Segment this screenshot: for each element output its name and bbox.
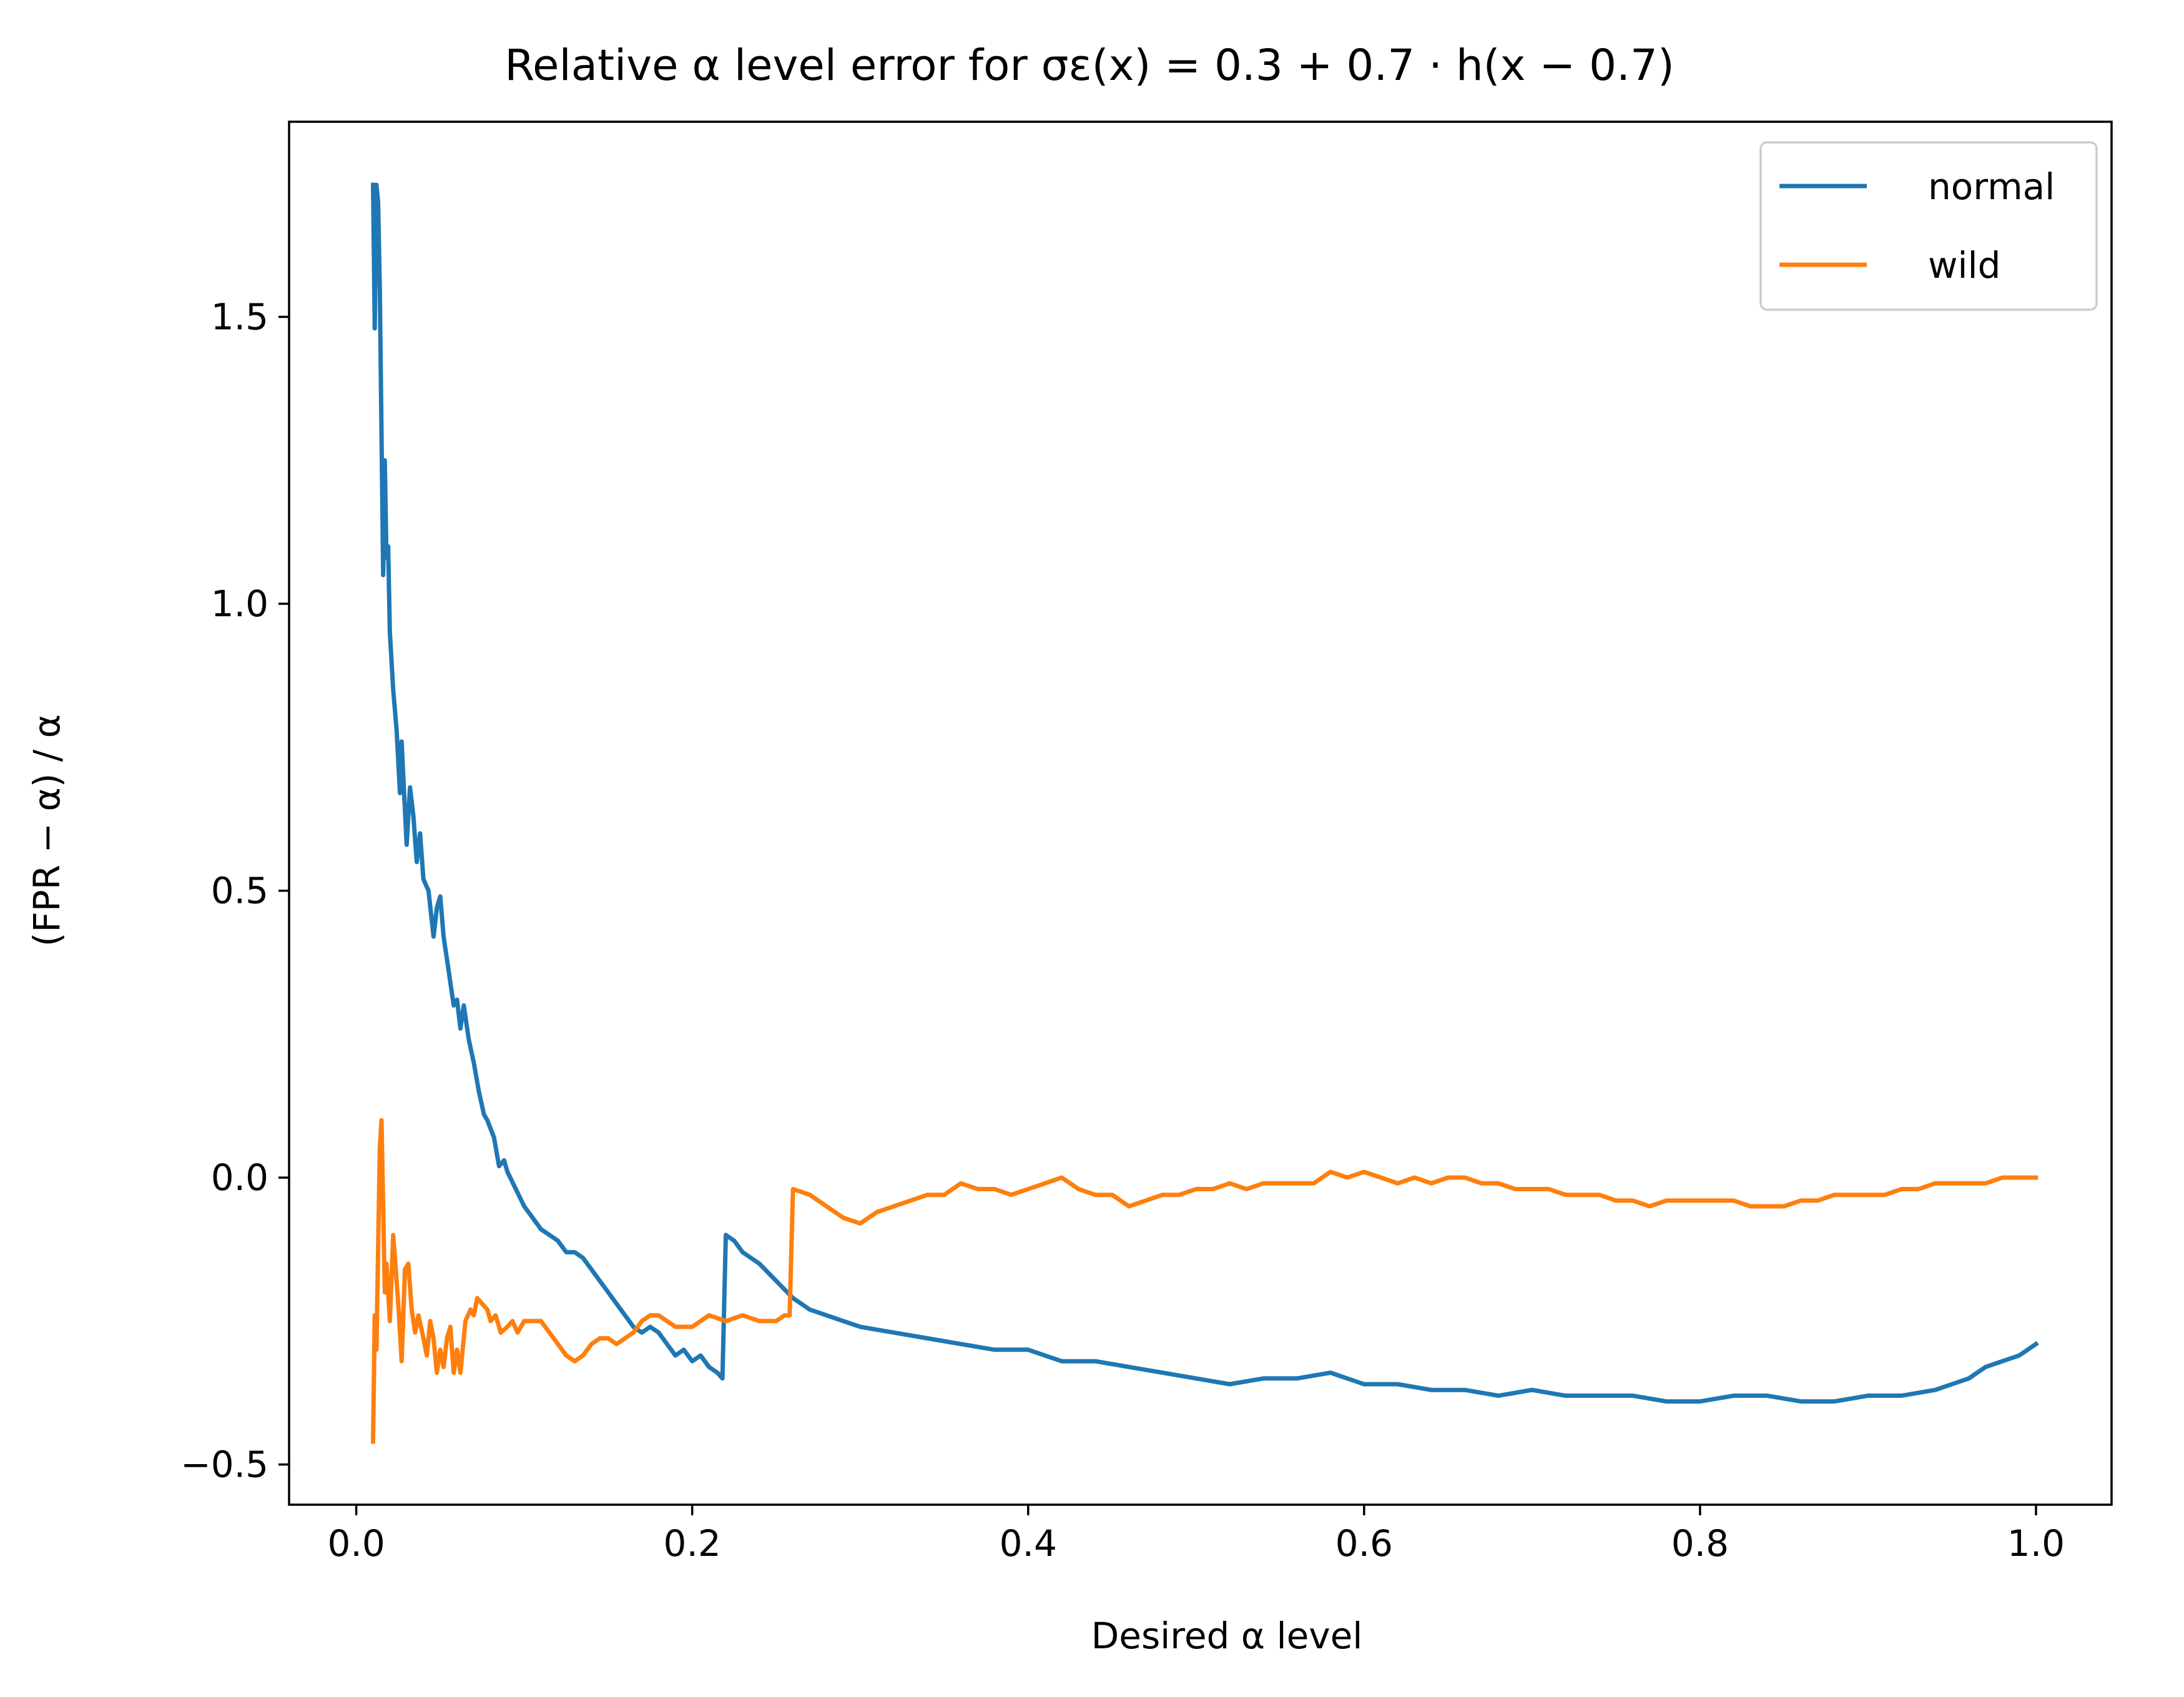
x-tick-label: 1.0 — [2007, 1522, 2065, 1565]
x-axis-label: Desired α level — [1091, 1615, 1363, 1657]
y-tick-label: −0.5 — [180, 1444, 268, 1486]
legend: normal wild — [1759, 141, 2098, 311]
x-tick-label: 0.0 — [327, 1522, 385, 1565]
chart-title: Relative α level error for σε(x) = 0.3 +… — [504, 41, 1675, 91]
y-tick-label: 0.0 — [211, 1156, 268, 1199]
legend-label-normal: normal — [1928, 165, 2055, 208]
series-line-wild — [370, 1118, 2039, 1444]
y-tick-label: 0.5 — [211, 870, 268, 912]
plot-frame — [288, 121, 2113, 1506]
plot-area — [370, 182, 2039, 1444]
x-tick-label: 0.6 — [1335, 1522, 1393, 1565]
y-tick-label: 1.0 — [211, 583, 268, 625]
x-tick-label: 0.4 — [1000, 1522, 1057, 1565]
y-axis-label: (FPR − α) / α — [26, 714, 68, 947]
x-tick-label: 0.8 — [1671, 1522, 1729, 1565]
legend-label-wild: wild — [1928, 244, 2000, 287]
x-tick-label: 0.2 — [664, 1522, 721, 1565]
series-line-normal — [370, 182, 2039, 1404]
axes: 0.0 0.2 0.4 0.6 0.8 1.0 −0.5 0.0 0.5 1.0 1.5 — [180, 121, 2113, 1565]
y-tick-label: 1.5 — [211, 295, 268, 338]
